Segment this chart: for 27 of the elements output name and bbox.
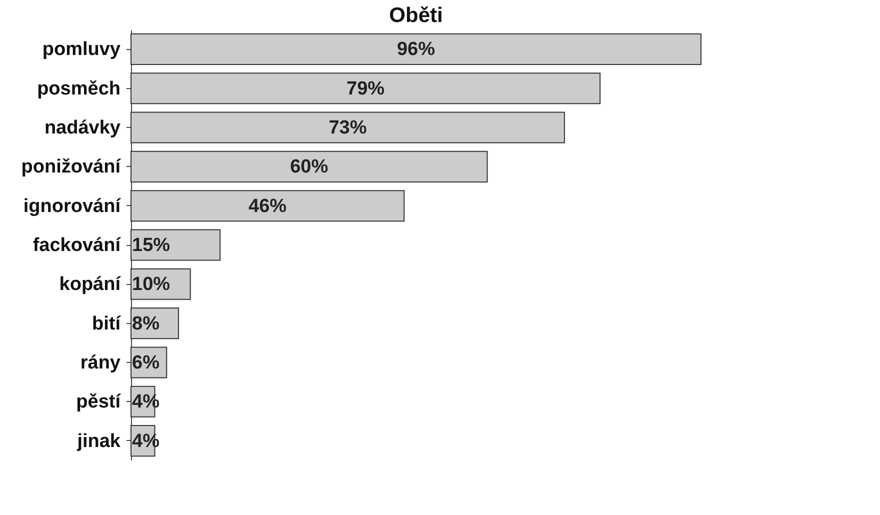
y-tick-label: bití [92,313,122,334]
data-label: 15% [132,235,170,256]
y-tick-label: pomluvy [42,39,121,60]
bar [130,112,565,144]
chart-title: Oběti [389,4,443,27]
bar [130,150,488,182]
y-tick-label: kopání [59,274,122,296]
y-tick-label: pěstí [76,392,122,413]
y-tick-label: posměch [37,78,120,100]
data-label: 10% [132,274,170,296]
data-label: 46% [248,196,287,217]
y-tick-label: ponižování [21,156,122,178]
data-label: 8% [132,313,160,334]
bar [130,190,405,222]
y-tick-label: rány [80,352,121,374]
data-label: 60% [290,156,328,178]
y-tick-label: fackování [32,235,122,256]
y-tick-label: nadávky [44,118,121,139]
data-label: 96% [396,39,436,60]
bar [130,229,221,261]
y-tick-label: jinak [76,430,121,452]
data-label: 79% [346,78,385,100]
y-tick-label: ignorování [23,196,122,217]
bar [130,72,601,104]
bar [130,33,702,65]
data-label: 6% [132,352,160,374]
data-label: 73% [328,118,367,139]
